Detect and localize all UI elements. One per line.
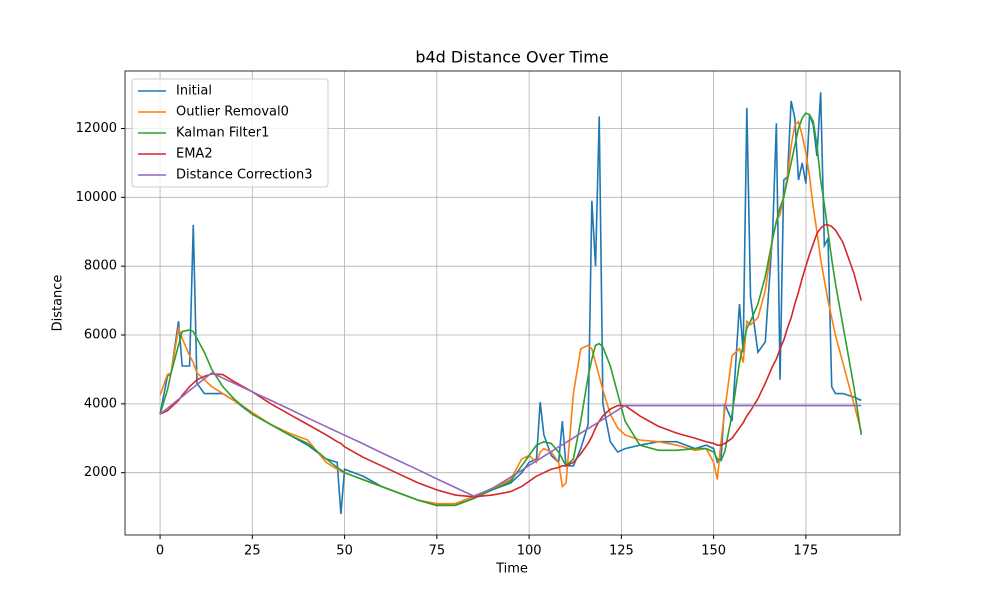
y-tick-label: 10000 [76,190,117,205]
x-tick-label: 50 [336,544,353,559]
series-line [159,371,862,497]
y-axis-label: Distance [51,275,66,332]
series-line [159,120,863,505]
x-tick-label: 100 [517,544,542,559]
x-axis-label: Time [495,562,528,577]
series-line [159,224,863,498]
y-tick-label: 8000 [84,259,117,274]
legend-label: Initial [176,84,212,99]
y-tick-label: 12000 [76,121,117,136]
legend-label: Distance Correction3 [176,168,313,183]
legend: Initial Outlier Removal0 Kalman Filter1 EMA… [131,78,329,188]
y-tick-label: 4000 [84,396,117,411]
x-tick-label: 175 [793,544,818,559]
legend-box [131,78,329,188]
x-tick-label: 0 [156,544,164,559]
legend-label: Outlier Removal0 [176,105,289,120]
chart-title: b4d Distance Over Time [415,48,608,67]
plot-frame [124,70,901,536]
series-line [159,111,863,507]
y-tick-label: 2000 [84,465,117,480]
x-tick-label: 150 [701,544,726,559]
x-tick-label: 25 [244,544,261,559]
y-tick-label: 6000 [84,328,117,343]
x-tick-label: 125 [609,544,634,559]
legend-label: Kalman Filter1 [176,126,269,141]
legend-label: EMA2 [176,147,213,162]
x-tick-label: 75 [429,544,446,559]
